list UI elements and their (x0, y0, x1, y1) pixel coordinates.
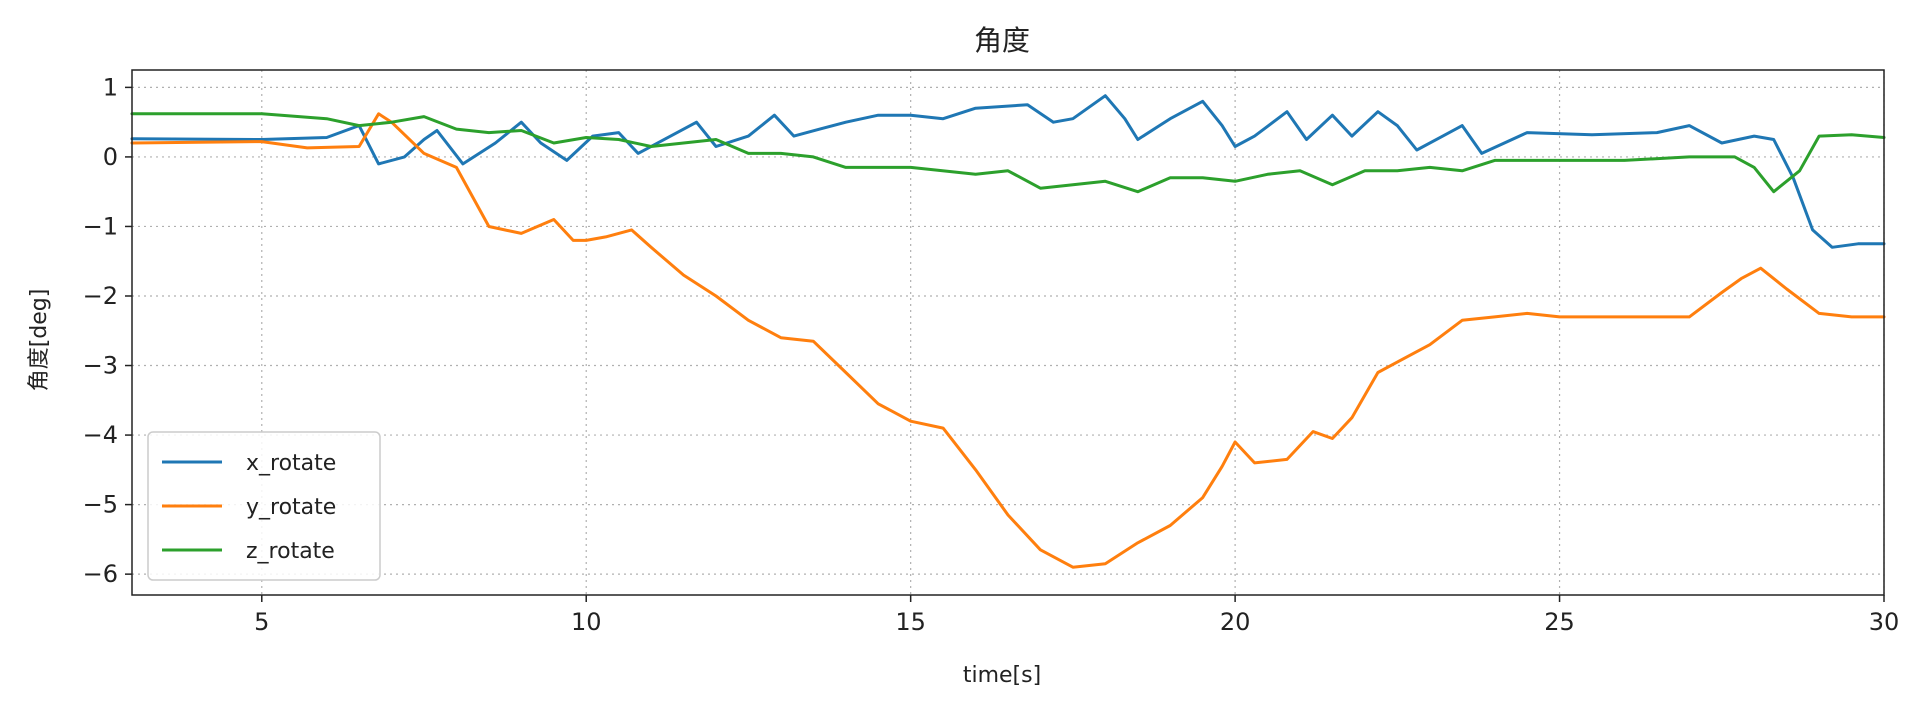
grid (132, 70, 1885, 595)
legend-label: y_rotate (246, 495, 336, 520)
series-lines (130, 94, 1886, 569)
series-line-x-rotate (130, 94, 1886, 249)
plot-frame (131, 69, 1885, 596)
x-tick-label: 5 (254, 608, 269, 636)
y-tick-label: 0 (103, 143, 118, 171)
x-tick-label: 25 (1544, 608, 1575, 636)
y-axis-title: 角度[deg] (27, 289, 52, 392)
chart-title: 角度 (974, 24, 1030, 57)
y-tick-label: −6 (83, 560, 118, 588)
y-tick-label: −5 (83, 491, 118, 519)
series-line-y-rotate (130, 112, 1886, 569)
x-axis-title: time[s] (963, 663, 1041, 688)
x-tick-label: 30 (1869, 608, 1900, 636)
legend-label: z_rotate (246, 539, 335, 564)
y-tick-label: 1 (103, 73, 118, 101)
legend-label: x_rotate (246, 451, 336, 476)
legend-box (147, 431, 381, 581)
y-tick-label: −2 (83, 282, 118, 310)
y-tick-label: −4 (83, 421, 118, 449)
series-line-z-rotate (130, 112, 1886, 194)
legend: x_rotate y_rotate z_rotate (147, 431, 381, 581)
x-tick-label: 15 (895, 608, 926, 636)
x-tick-label: 10 (571, 608, 602, 636)
y-tick-label: −3 (83, 352, 118, 380)
y-tick-label: −1 (83, 212, 118, 240)
x-tick-label: 20 (1220, 608, 1251, 636)
